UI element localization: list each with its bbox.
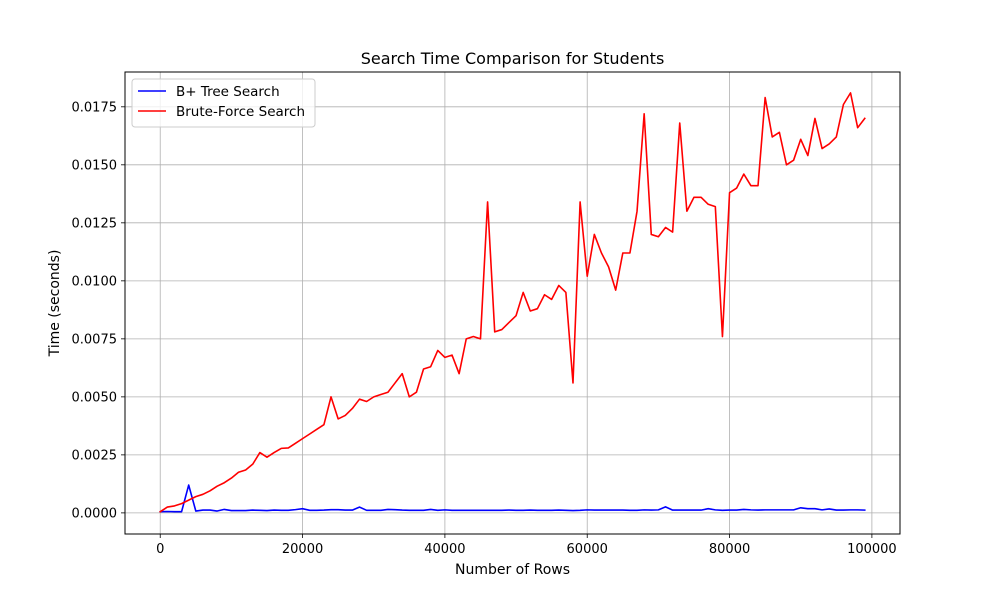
grid	[125, 72, 900, 534]
y-tick-label: 0.0000	[72, 506, 118, 521]
plot-frame	[124, 71, 901, 535]
x-tick-label: 40000	[424, 542, 465, 557]
chart-title: Search Time Comparison for Students	[361, 49, 665, 68]
y-tick-label: 0.0025	[72, 448, 118, 463]
legend: B+ Tree Search Brute-Force Search	[131, 78, 316, 128]
y-tick-label: 0.0150	[72, 158, 118, 173]
legend-box	[131, 78, 316, 128]
legend-label-bplus: B+ Tree Search	[176, 84, 280, 100]
x-tick-label: 100000	[847, 542, 897, 557]
x-tick-label: 60000	[567, 542, 608, 557]
y-axis-label: Time (seconds)	[47, 250, 63, 358]
x-tick-label: 80000	[709, 542, 750, 557]
series-line-brute-force	[159, 92, 866, 513]
data-lines	[159, 92, 866, 513]
x-tick-label: 0	[156, 542, 164, 557]
x-axis-label: Number of Rows	[455, 562, 570, 578]
y-tick-label: 0.0125	[72, 216, 118, 231]
y-tick-label: 0.0050	[72, 390, 118, 405]
x-tick-label: 20000	[282, 542, 323, 557]
ticks: 0 20000 40000 60000 80000 100000 0.0000 0.0025 0…	[72, 100, 897, 557]
y-tick-label: 0.0175	[72, 100, 118, 115]
y-tick-label: 0.0100	[72, 274, 118, 289]
series-line-bplus-tree	[159, 484, 866, 513]
legend-label-brute-force: Brute-Force Search	[176, 104, 305, 120]
y-tick-label: 0.0075	[72, 332, 118, 347]
plot-area	[125, 72, 900, 534]
